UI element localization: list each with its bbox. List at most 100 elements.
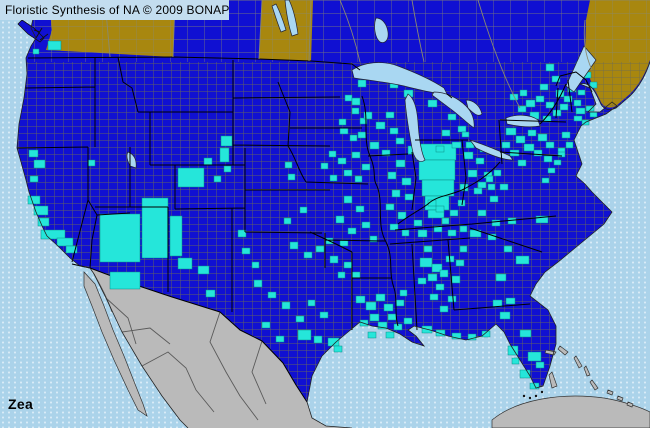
present-county-marker [525, 99, 536, 108]
us-state-borders [16, 56, 573, 331]
present-county-marker [253, 279, 263, 288]
present-county-marker [439, 269, 449, 278]
present-county-marker [457, 199, 466, 207]
present-county-marker [441, 217, 450, 225]
present-county-marker [37, 217, 50, 227]
present-county-marker [535, 95, 545, 103]
present-county-marker [553, 159, 562, 166]
present-county-marker [329, 255, 339, 264]
present-county-marker [519, 329, 532, 338]
present-county-marker [385, 203, 395, 211]
present-county-marker [361, 163, 371, 171]
present-county-marker [32, 48, 40, 55]
present-county-marker [403, 317, 413, 325]
present-county-marker [475, 157, 485, 165]
present-county-marker [461, 131, 470, 138]
present-county-marker [459, 225, 468, 233]
present-county-marker [241, 247, 251, 255]
present-county-marker [40, 229, 66, 240]
present-county-marker [33, 159, 46, 169]
present-county-marker [177, 257, 193, 270]
present-county-marker [297, 329, 312, 341]
present-county-marker [363, 111, 373, 120]
bahamas [544, 345, 634, 408]
present-county-marker [351, 107, 360, 115]
present-county-marker [337, 271, 346, 279]
present-county-marker [275, 335, 285, 343]
present-county-marker [399, 289, 408, 297]
present-county-marker [537, 133, 548, 142]
present-county-marker [387, 313, 397, 321]
present-county-marker [289, 241, 299, 250]
present-county-marker [395, 137, 405, 145]
present-county-marker [333, 345, 343, 353]
present-county-marker [573, 99, 582, 107]
present-county-marker [515, 135, 526, 144]
present-county-marker [369, 141, 380, 150]
present-county-marker [491, 219, 501, 227]
present-county-marker [493, 169, 502, 177]
present-county-marker [447, 229, 457, 237]
caribbean-islands [491, 345, 650, 428]
present-county-marker [467, 333, 477, 341]
lake-winnipegosis [271, 3, 287, 33]
map-title-bar: Floristic Synthesis of NA © 2009 BONAP [0, 0, 229, 20]
present-county-marker [439, 305, 449, 313]
present-county-marker [344, 94, 353, 102]
present-county-marker [385, 331, 395, 339]
coastline-outline [16, 0, 650, 428]
present-county-marker [287, 173, 296, 181]
present-county-marker [237, 229, 247, 238]
present-county-marker [505, 297, 516, 305]
lake-huron [431, 91, 475, 129]
present-county-marker [451, 141, 462, 149]
present-county-marker [417, 277, 427, 285]
present-county-marker [481, 330, 491, 338]
present-county-marker [387, 171, 397, 180]
present-county-marker [389, 223, 399, 231]
present-county-marker [547, 167, 556, 174]
present-county-marker [335, 215, 345, 224]
present-county-marker [501, 141, 511, 149]
present-county-marker [507, 217, 517, 225]
present-county-marker [459, 245, 468, 253]
puget-sound-inlets [33, 27, 49, 41]
present-county-marker [361, 221, 371, 229]
present-county-marker [499, 183, 509, 191]
mexico-landmass [90, 268, 352, 428]
present-county-marker [431, 263, 443, 273]
present-county-marker [585, 105, 595, 112]
present-county-marker [529, 382, 540, 390]
present-county-marker [267, 291, 277, 299]
present-county-marker [87, 159, 96, 167]
present-county-marker [141, 197, 169, 259]
present-county-marker [351, 151, 361, 159]
present-county-marker [351, 97, 361, 106]
present-county-marker [397, 211, 407, 220]
present-county-marker [447, 113, 457, 121]
lake-nipigon [374, 17, 389, 43]
present-county-marker [535, 215, 549, 224]
present-county-marker [295, 315, 305, 323]
present-county-marker [391, 189, 401, 198]
present-county-marker [489, 195, 499, 203]
present-county-marker [343, 195, 353, 204]
present-county-marker [435, 329, 446, 337]
present-county-marker [551, 75, 561, 83]
present-county-marker [517, 105, 527, 113]
present-county-marker [109, 271, 141, 290]
present-county-marker [355, 295, 366, 304]
present-county-marker [205, 289, 216, 298]
present-county-marker [543, 155, 553, 163]
present-county-marker [527, 351, 542, 362]
present-county-marker [338, 118, 347, 126]
present-county-marker [355, 205, 365, 213]
present-county-marker [429, 293, 439, 301]
present-county-marker [451, 275, 461, 284]
present-county-marker [377, 321, 388, 330]
present-county-marker [251, 261, 260, 269]
present-county-marker [27, 195, 41, 205]
present-county-marker [487, 183, 496, 191]
